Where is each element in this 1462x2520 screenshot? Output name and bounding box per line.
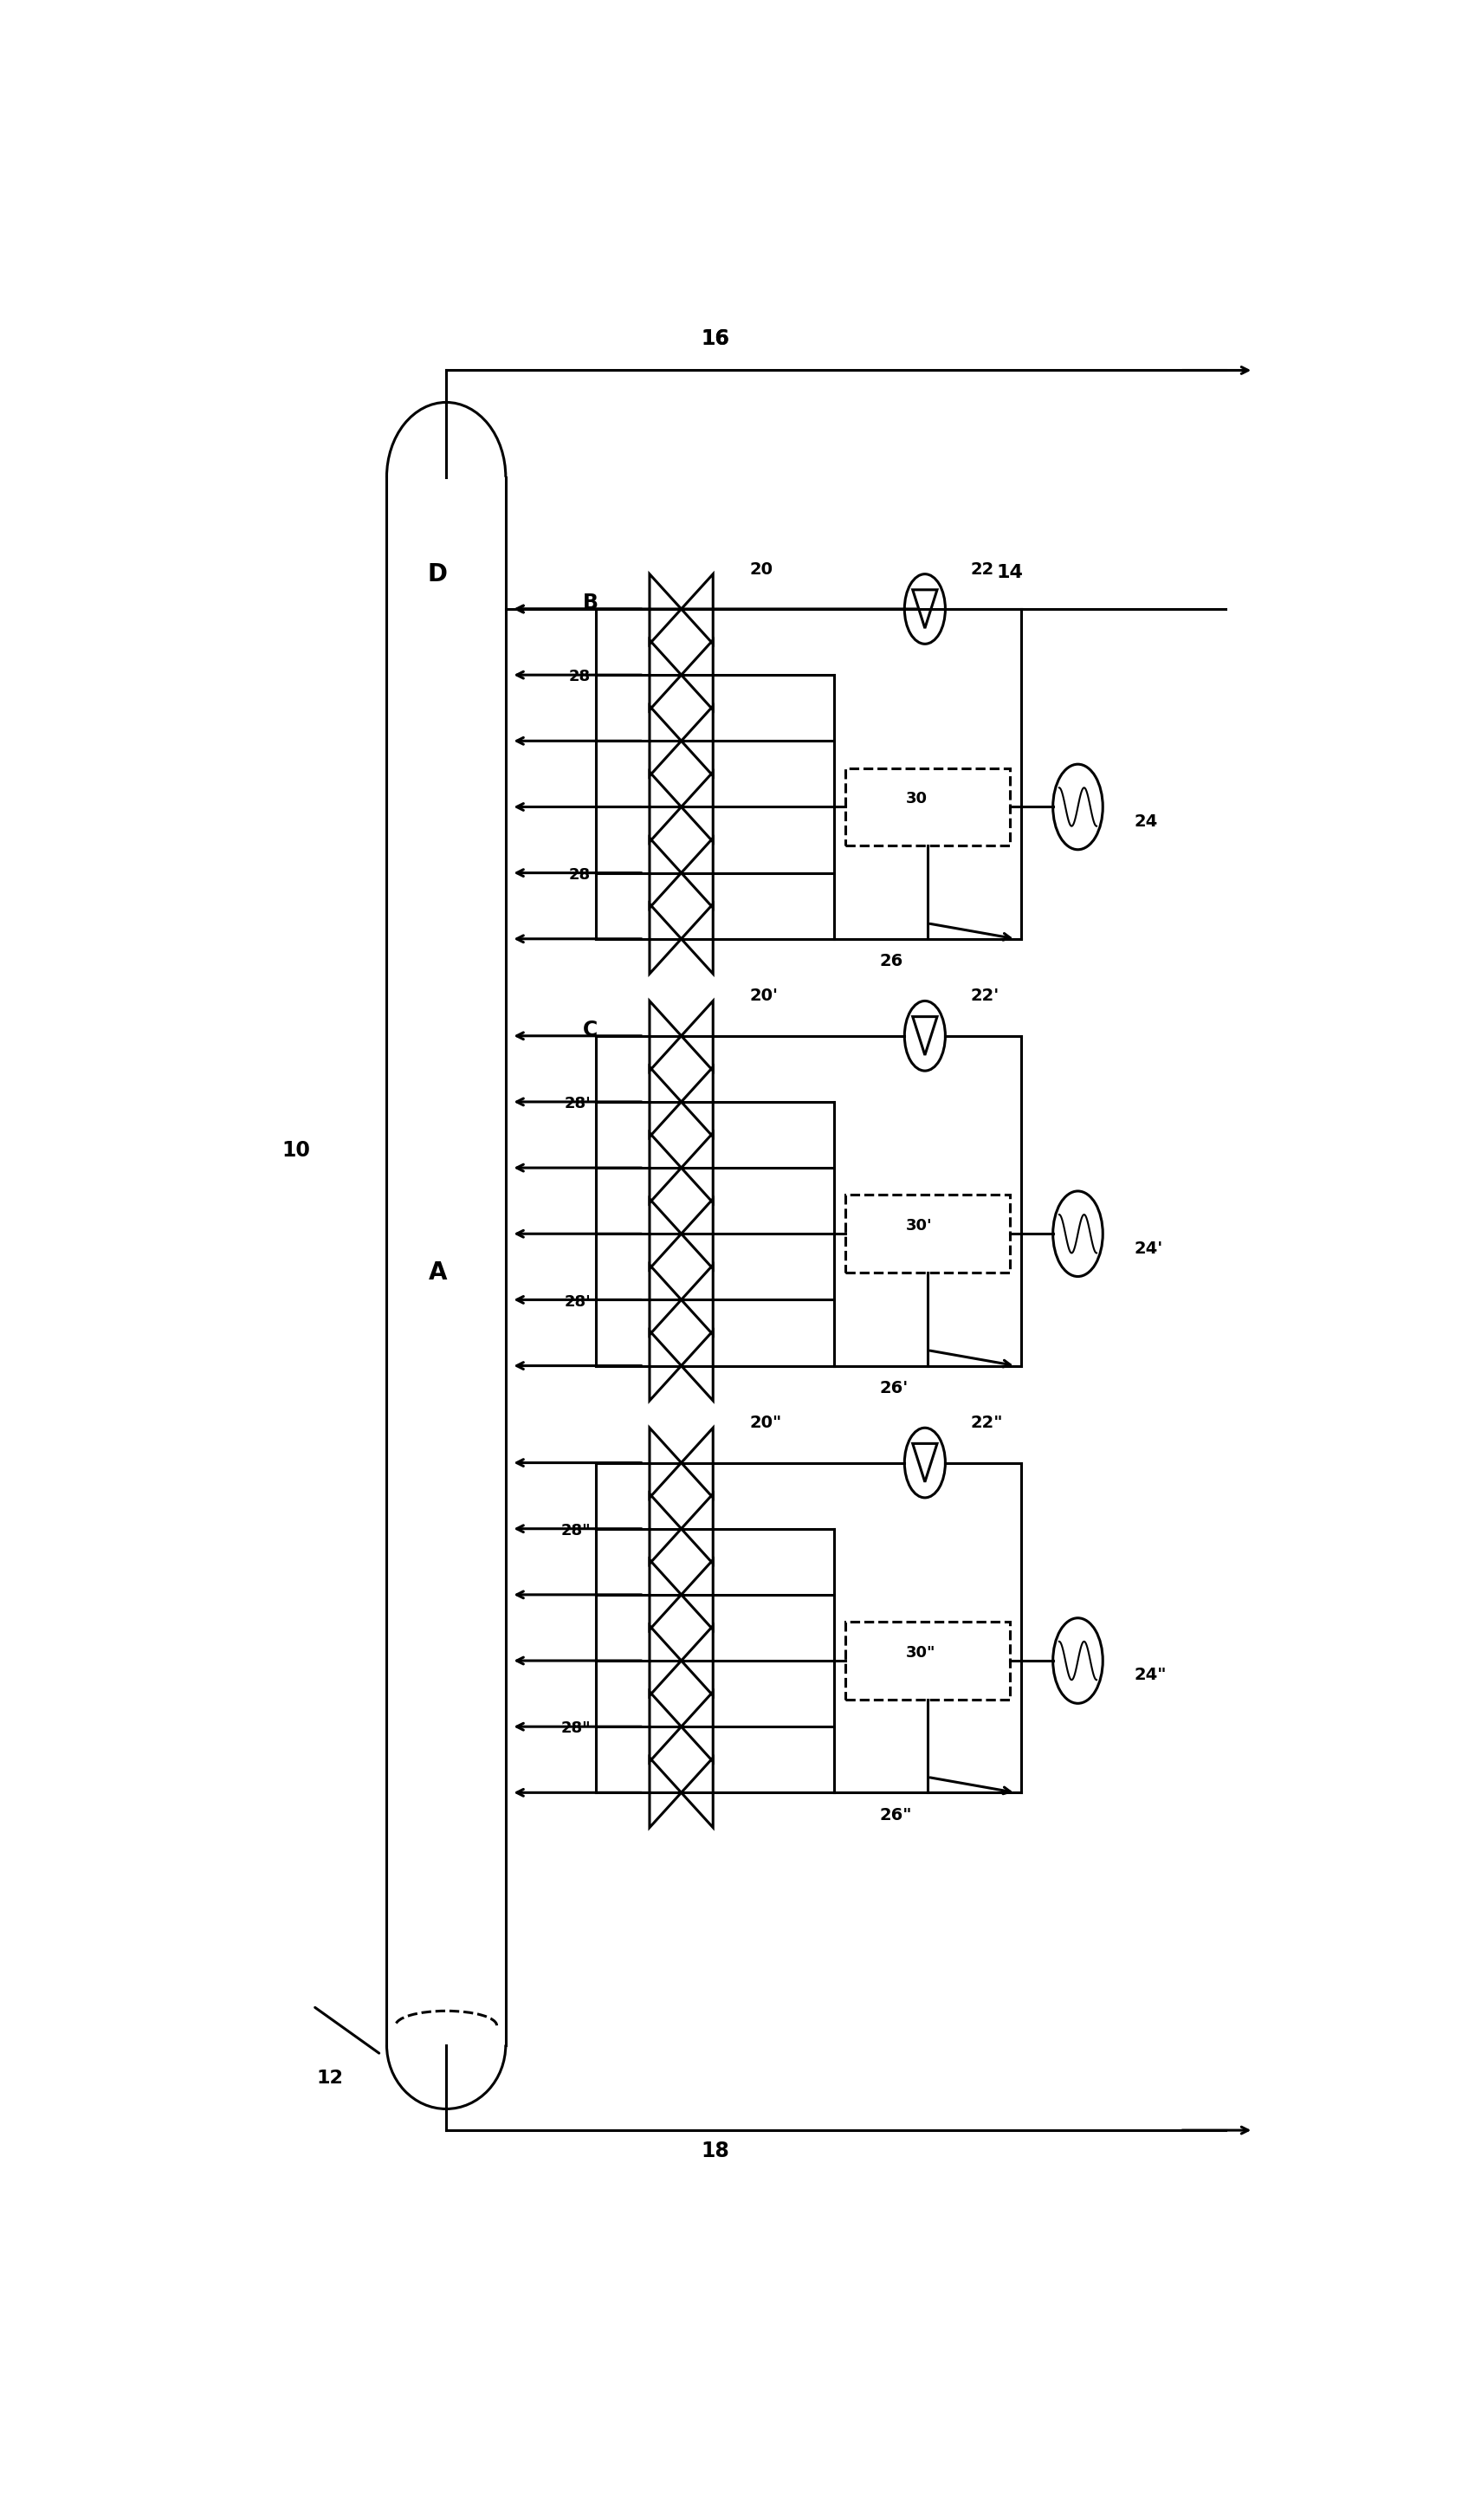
Text: 22: 22: [971, 562, 994, 577]
Bar: [845, 769, 1010, 847]
Text: 22': 22': [971, 988, 999, 1005]
Text: 22": 22": [971, 1414, 1003, 1431]
Text: 26: 26: [880, 953, 904, 970]
Text: 20': 20': [750, 988, 778, 1005]
Text: 30: 30: [905, 791, 927, 806]
Text: 24": 24": [1135, 1668, 1167, 1683]
Text: 16: 16: [702, 328, 730, 350]
Text: A: A: [428, 1260, 447, 1285]
Text: 30': 30': [905, 1217, 933, 1232]
Text: 14: 14: [997, 564, 1023, 582]
Text: 28': 28': [564, 1293, 591, 1310]
Text: 28": 28": [560, 1522, 591, 1540]
Text: B: B: [583, 592, 598, 612]
Text: 24': 24': [1135, 1240, 1164, 1257]
Text: 28": 28": [560, 1721, 591, 1736]
Bar: [845, 1623, 1010, 1698]
Bar: [845, 1194, 1010, 1273]
Text: D: D: [428, 562, 447, 587]
Text: 30": 30": [905, 1646, 936, 1661]
Text: 24: 24: [1135, 814, 1158, 829]
Text: 12: 12: [317, 2069, 344, 2087]
Text: 18: 18: [702, 2142, 730, 2162]
Text: 28': 28': [564, 1096, 591, 1111]
Text: 20: 20: [750, 562, 772, 577]
Text: 28: 28: [569, 670, 591, 685]
Text: 28: 28: [569, 867, 591, 882]
Text: C: C: [583, 1021, 598, 1041]
Text: 26": 26": [880, 1807, 912, 1824]
Text: 10: 10: [282, 1139, 310, 1162]
Text: 16: 16: [702, 328, 730, 350]
Text: 26': 26': [880, 1381, 908, 1396]
Text: 20": 20": [750, 1414, 782, 1431]
